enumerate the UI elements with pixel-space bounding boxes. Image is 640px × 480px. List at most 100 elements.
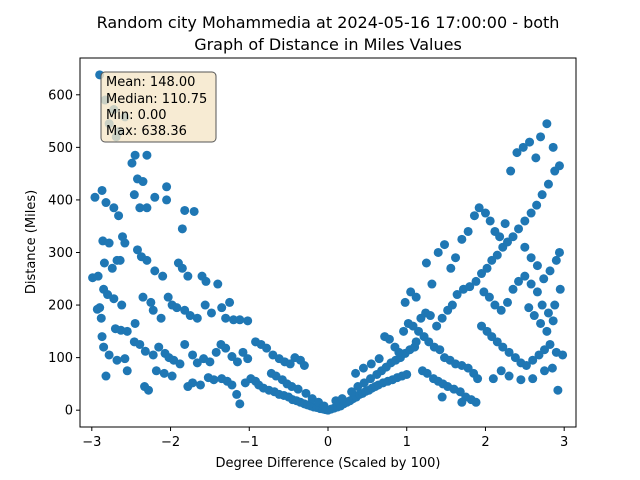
scatter-point [195, 380, 205, 390]
scatter-point [524, 303, 534, 313]
scatter-point [293, 384, 303, 394]
scatter-point [553, 385, 563, 395]
stats-median: Median: 110.75 [106, 92, 207, 107]
scatter-point [504, 347, 514, 357]
chart-title-line1: Random city Mohammedia at 2024-05-16 17:… [97, 13, 560, 32]
scatter-point [262, 343, 272, 353]
scatter-point [200, 300, 210, 310]
scatter-point [177, 224, 187, 234]
scatter-point [435, 345, 445, 355]
scatter-point [90, 192, 100, 202]
scatter-point [189, 206, 199, 216]
scatter-point [490, 300, 500, 310]
scatter-point [500, 219, 510, 229]
scatter-point [92, 304, 102, 314]
scatter-point [232, 357, 242, 367]
scatter-point [109, 294, 119, 304]
scatter-point [130, 150, 140, 160]
scatter-point [504, 371, 514, 381]
y-tick-label: 300 [48, 246, 73, 261]
scatter-point [548, 142, 558, 152]
scatter-point [366, 359, 376, 369]
scatter-point [150, 192, 160, 202]
scatter-point [536, 318, 546, 328]
scatter-point [175, 359, 185, 369]
scatter-point [180, 205, 190, 215]
scatter-point [485, 216, 495, 226]
scatter-point [384, 334, 394, 344]
scatter-point [516, 375, 526, 385]
y-tick-label: 0 [65, 404, 73, 419]
scatter-point [542, 119, 552, 129]
scatter-point [201, 276, 211, 286]
scatter-point [432, 321, 442, 331]
scatter-points [88, 70, 568, 415]
y-tick-label: 500 [48, 141, 73, 156]
scatter-point [299, 361, 309, 370]
scatter-point [465, 282, 475, 292]
scatter-point [452, 290, 462, 300]
scatter-point [163, 292, 173, 302]
scatter-point [548, 316, 558, 326]
scatter-point [235, 315, 245, 325]
scatter-point [115, 255, 125, 265]
scatter-point [532, 200, 542, 210]
scatter-point [555, 284, 565, 294]
scatter-point [451, 253, 461, 263]
scatter-point [437, 392, 447, 402]
scatter-point [243, 316, 253, 326]
scatter-point [471, 397, 481, 407]
x-tick-label: −1 [240, 435, 259, 450]
x-tick-label: 1 [403, 435, 411, 450]
scatter-point [374, 354, 384, 364]
scatter-point [496, 305, 506, 315]
scatter-point [347, 387, 357, 397]
scatter-point [554, 247, 564, 257]
scatter-point [531, 153, 541, 163]
scatter-point [142, 255, 152, 265]
scatter-point [521, 361, 531, 370]
x-tick-label: −2 [161, 435, 180, 450]
scatter-point [508, 284, 518, 294]
scatter-point [243, 354, 253, 364]
scatter-point [337, 394, 347, 404]
scatter-point [351, 368, 361, 378]
scatter-point [130, 318, 140, 328]
scatter-point [536, 132, 546, 142]
scatter-point [221, 343, 231, 353]
y-tick-label: 200 [48, 299, 73, 314]
scatter-point [99, 342, 109, 352]
scatter-point [185, 311, 195, 321]
scatter-point [554, 161, 564, 171]
scatter-point [480, 208, 490, 218]
scatter-point [132, 245, 142, 255]
scatter-point [447, 300, 457, 310]
scatter-point [101, 371, 111, 381]
scatter-point [520, 242, 530, 252]
scatter-point [437, 313, 447, 323]
y-tick-label: 600 [48, 88, 73, 103]
stats-max: Max: 638.36 [106, 124, 187, 139]
x-tick-label: 0 [324, 435, 332, 450]
scatter-point [138, 292, 148, 302]
scatter-point [473, 374, 483, 384]
scatter-point [156, 313, 166, 323]
scatter-point [135, 203, 145, 213]
scatter-point [532, 287, 542, 297]
scatter-point [492, 250, 502, 260]
scatter-point [526, 208, 536, 218]
scatter-point [177, 263, 187, 273]
scatter-point [411, 292, 421, 302]
scatter-point [529, 311, 539, 321]
scatter-point [144, 385, 153, 395]
scatter-point [532, 261, 542, 271]
stats-mean: Mean: 148.00 [106, 75, 195, 90]
stats-box: Mean: 148.00 Median: 110.75 Min: 0.00 Ma… [100, 71, 217, 143]
scatter-point [525, 137, 535, 147]
scatter-point [104, 350, 114, 360]
scatter-point [150, 266, 160, 276]
scatter-point [425, 311, 435, 321]
stats-min: Min: 0.00 [106, 108, 167, 123]
scatter-point [148, 305, 158, 315]
